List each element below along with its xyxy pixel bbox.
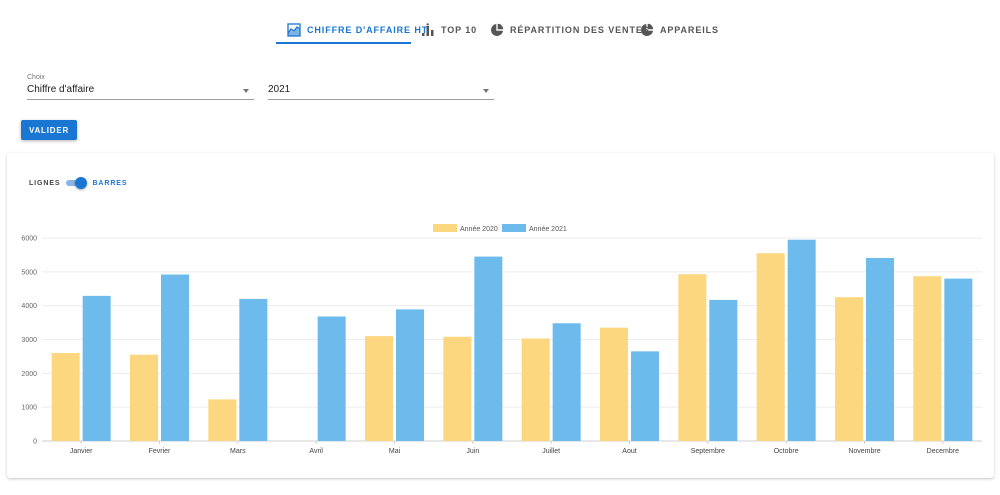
active-tab-indicator	[276, 42, 411, 44]
tab-label: CHIFFRE D'AFFAIRE HT	[307, 25, 429, 35]
bar[interactable]	[130, 354, 158, 441]
x-tick-label: Novembre	[848, 448, 880, 455]
x-tick-label: Decembre	[927, 448, 959, 455]
legend-label: Année 2021	[529, 226, 567, 233]
bar[interactable]	[443, 336, 472, 441]
y-tick-label: 6000	[21, 236, 37, 243]
bar[interactable]	[944, 278, 973, 441]
tab-label: APPAREILS	[660, 25, 719, 35]
bar-chart: Année 2020 Année 2021 0 1000 2000 3000 4000 50…	[21, 224, 982, 455]
bar[interactable]	[51, 353, 80, 441]
bar[interactable]	[835, 297, 863, 441]
bar[interactable]	[208, 399, 237, 441]
y-tick-label: 2000	[21, 371, 37, 378]
bar[interactable]	[365, 336, 393, 441]
bar[interactable]	[82, 295, 111, 441]
pie-chart-icon	[490, 23, 504, 37]
chart-type-switch[interactable]	[66, 177, 88, 189]
y-tick-label: 4000	[21, 303, 37, 310]
x-tick-label: Juin	[466, 448, 479, 455]
x-tick-label: Juillet	[542, 448, 560, 455]
chart-card: LIGNES BARRES Année 2020 Année 2021 0 1000…	[7, 153, 994, 478]
bar[interactable]	[161, 274, 189, 441]
bar[interactable]	[678, 274, 707, 441]
validate-button[interactable]: VALIDER	[21, 120, 77, 140]
bar[interactable]	[474, 256, 503, 441]
bar[interactable]	[709, 299, 738, 441]
y-axis: 0 1000 2000 3000 4000 5000 6000	[21, 236, 37, 446]
chart-legend: Année 2020 Année 2021	[433, 224, 567, 233]
y-tick-label: 5000	[21, 269, 37, 276]
bar[interactable]	[787, 239, 816, 441]
x-tick-label: Octobre	[774, 448, 799, 455]
legend-item[interactable]: Année 2021	[502, 224, 567, 233]
tab-repartition-ventes[interactable]: RÉPARTITION DES VENTES	[490, 14, 650, 46]
year-underline	[268, 99, 494, 100]
bar[interactable]	[756, 253, 785, 441]
x-tick-label: Aout	[622, 448, 636, 455]
bar[interactable]	[552, 323, 581, 441]
tab-label: TOP 10	[441, 25, 478, 35]
bar[interactable]	[866, 257, 894, 441]
year-value: 2021	[268, 84, 291, 95]
bar[interactable]	[317, 316, 346, 441]
x-axis: Janvier Fevrier Mars Avril Mai Juin Juillet Aou…	[70, 441, 959, 455]
tab-bar: CHIFFRE D'AFFAIRE HT TOP 10 RÉPARTITION …	[0, 14, 1000, 46]
bar[interactable]	[913, 276, 942, 441]
bar-chart-icon	[421, 23, 435, 37]
bar[interactable]	[396, 309, 424, 441]
y-tick-label: 3000	[21, 337, 37, 344]
toggle-label-barres[interactable]: BARRES	[92, 179, 128, 187]
chevron-down-icon[interactable]	[243, 89, 249, 93]
x-tick-label: Fevrier	[149, 448, 171, 455]
x-tick-label: Avril	[309, 448, 323, 455]
y-tick-label: 1000	[21, 405, 37, 412]
x-tick-label: Janvier	[70, 448, 93, 455]
toggle-label-lignes[interactable]: LIGNES	[29, 179, 61, 187]
chart-grid	[42, 237, 982, 442]
pie-chart-icon	[640, 23, 654, 37]
area-chart-icon	[287, 23, 301, 37]
x-tick-label: Mars	[230, 448, 246, 455]
bar[interactable]	[521, 338, 550, 441]
legend-swatch	[502, 224, 526, 232]
x-tick-label: Septembre	[691, 448, 725, 455]
tab-chiffre-affaire[interactable]: CHIFFRE D'AFFAIRE HT	[287, 14, 428, 46]
choice-label: Choix	[27, 74, 45, 81]
chart-type-toggle: LIGNES BARRES	[29, 177, 127, 189]
legend-swatch	[433, 224, 457, 232]
legend-label: Année 2020	[460, 226, 498, 233]
choice-underline	[27, 99, 254, 100]
tab-top-10[interactable]: TOP 10	[421, 14, 477, 46]
legend-item[interactable]: Année 2020	[433, 224, 498, 233]
chart-bars	[51, 239, 973, 441]
chevron-down-icon[interactable]	[483, 89, 489, 93]
tab-appareils[interactable]: APPAREILS	[640, 14, 719, 46]
bar[interactable]	[600, 327, 628, 441]
bar[interactable]	[631, 351, 659, 441]
switch-thumb[interactable]	[75, 177, 88, 189]
bar[interactable]	[239, 298, 268, 441]
tab-label: RÉPARTITION DES VENTES	[510, 25, 650, 35]
x-tick-label: Mai	[389, 448, 401, 455]
choice-value: Chiffre d'affaire	[27, 84, 95, 95]
y-tick-label: 0	[33, 439, 37, 446]
